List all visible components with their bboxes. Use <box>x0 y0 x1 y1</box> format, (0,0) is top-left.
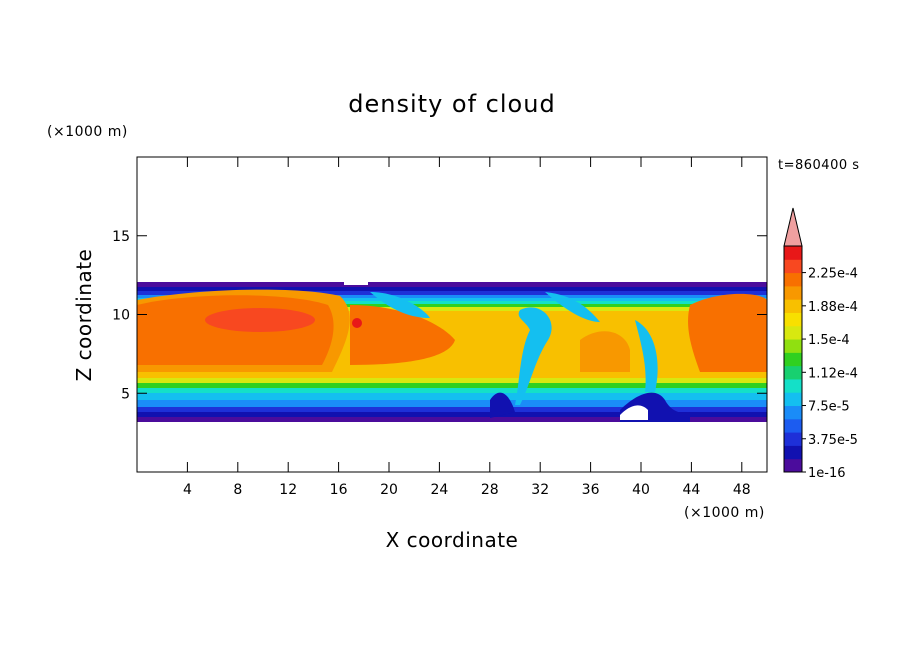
colorbar-label: 3.75e-5 <box>808 433 858 448</box>
cloud-contour-field <box>137 280 767 422</box>
x-tick-label: 16 <box>330 482 348 498</box>
x-tick-label: 40 <box>632 482 650 498</box>
x-tick-label: 24 <box>430 482 448 498</box>
contour-wave-2 <box>545 292 600 322</box>
x-ticks: 4 8 12 16 20 24 28 32 36 40 44 48 <box>183 157 751 498</box>
contour-gap <box>620 405 648 420</box>
colorbar: 2.25e-4 1.88e-4 1.5e-4 1.12e-4 7.5e-5 3.75e-5… <box>783 207 858 481</box>
colorbar-swatch <box>784 299 802 313</box>
colorbar-label: 1e-16 <box>808 466 846 481</box>
colorbar-swatch <box>784 418 802 433</box>
colorbar-label: 1.12e-4 <box>808 366 858 381</box>
colorbar-swatch <box>784 392 802 407</box>
contour-patch-mid <box>350 305 455 365</box>
contour-core-dot <box>352 318 362 328</box>
y-tick-label: 15 <box>112 229 130 245</box>
time-label: t=860400 s <box>778 158 860 173</box>
y-tick-label: 10 <box>112 308 130 324</box>
x-tick-label: 28 <box>481 482 499 498</box>
y-axis-title: Z coordinate <box>72 249 96 382</box>
colorbar-swatch <box>784 352 802 367</box>
colorbar-swatch <box>784 312 802 327</box>
x-tick-label: 4 <box>183 482 192 498</box>
contour-updraft-1 <box>515 307 552 405</box>
colorbar-swatch <box>784 405 802 420</box>
colorbar-swatch <box>784 272 802 287</box>
colorbar-swatch <box>784 365 802 380</box>
chart-title: density of cloud <box>348 90 555 118</box>
colorbar-label: 1.88e-4 <box>808 300 858 315</box>
y-tick-label: 5 <box>121 386 130 402</box>
colorbar-label: 1.5e-4 <box>808 333 850 348</box>
contour-wave-1 <box>370 292 430 318</box>
colorbar-swatch <box>784 285 802 300</box>
colorbar-swatch <box>784 339 802 353</box>
x-tick-label: 44 <box>682 482 700 498</box>
colorbar-extend-arrow <box>783 207 803 247</box>
colorbar-frame <box>783 245 803 473</box>
x-tick-label: 48 <box>733 482 751 498</box>
contour-core-left <box>205 308 315 332</box>
x-tick-label: 12 <box>279 482 297 498</box>
contour-patch-right <box>688 293 767 372</box>
x-tick-label: 20 <box>380 482 398 498</box>
y-ticks: 5 10 15 <box>112 229 767 402</box>
contour-top-notch <box>344 280 368 285</box>
x-tick-label: 32 <box>531 482 549 498</box>
x-unit-label: (×1000 m) <box>684 505 765 521</box>
colorbar-swatch <box>784 325 802 340</box>
colorbar-swatch <box>784 246 802 260</box>
x-axis-title: X coordinate <box>386 528 519 552</box>
y-unit-label: (×1000 m) <box>47 124 128 140</box>
contour-patch-rear <box>580 331 630 372</box>
colorbar-label: 7.5e-5 <box>808 400 850 415</box>
colorbar-swatch <box>784 432 802 446</box>
colorbar-swatch <box>784 378 802 393</box>
contour-updraft-2 <box>635 320 658 392</box>
colorbar-swatch <box>784 445 802 460</box>
x-tick-label: 36 <box>582 482 600 498</box>
colorbar-swatch <box>784 458 802 473</box>
colorbar-swatch <box>784 259 802 274</box>
x-tick-label: 8 <box>233 482 242 498</box>
colorbar-label: 2.25e-4 <box>808 267 858 282</box>
contour-notch-1 <box>490 392 515 418</box>
